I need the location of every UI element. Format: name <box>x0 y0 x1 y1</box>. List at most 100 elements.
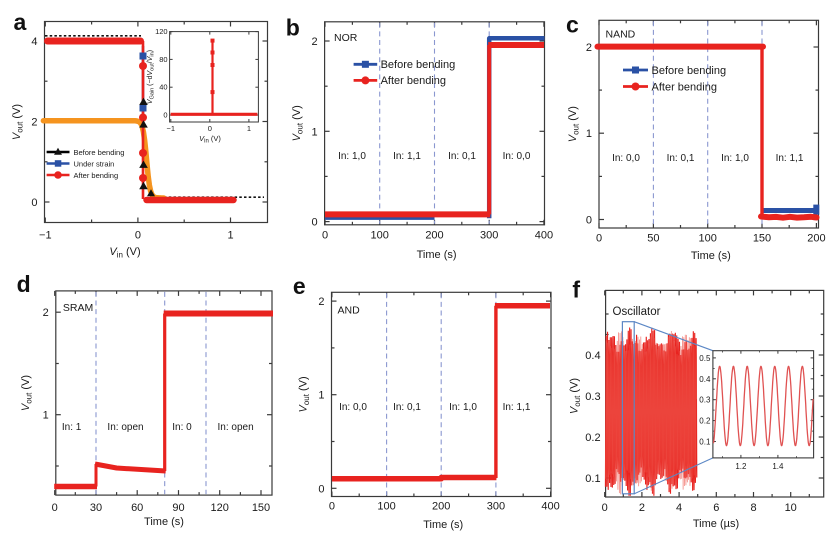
svg-text:1: 1 <box>247 124 251 133</box>
svg-text:1.2: 1.2 <box>735 462 747 471</box>
svg-text:In: 0,1: In: 0,1 <box>393 402 421 413</box>
svg-text:NOR: NOR <box>334 32 358 44</box>
svg-text:0: 0 <box>329 501 335 513</box>
svg-text:In: 1,1: In: 1,1 <box>776 153 804 164</box>
svg-text:0.1: 0.1 <box>585 473 600 485</box>
svg-text:Vout (V): Vout (V) <box>567 106 581 142</box>
svg-text:120: 120 <box>211 502 229 514</box>
svg-text:Before bending: Before bending <box>74 148 125 157</box>
svg-text:Time (s): Time (s) <box>691 250 731 262</box>
svg-text:In: 1,1: In: 1,1 <box>393 151 421 162</box>
svg-text:Time (µs): Time (µs) <box>693 518 739 530</box>
svg-text:Time (s): Time (s) <box>423 519 463 531</box>
svg-text:0: 0 <box>163 111 167 120</box>
svg-text:400: 400 <box>535 230 553 242</box>
svg-text:4: 4 <box>31 36 37 48</box>
svg-text:Before bending: Before bending <box>652 65 727 77</box>
svg-text:10: 10 <box>785 502 797 514</box>
svg-text:60: 60 <box>131 502 143 514</box>
svg-text:e: e <box>293 273 306 299</box>
svg-text:300: 300 <box>480 230 498 242</box>
svg-text:1: 1 <box>43 410 49 422</box>
svg-text:1.4: 1.4 <box>772 462 784 471</box>
svg-text:Vout (V): Vout (V) <box>291 105 305 141</box>
svg-text:150: 150 <box>753 233 771 245</box>
svg-text:In: 0,0: In: 0,0 <box>503 151 531 162</box>
svg-text:In: 1,0: In: 1,0 <box>338 151 366 162</box>
svg-text:After bending: After bending <box>381 75 446 87</box>
svg-text:After bending: After bending <box>74 171 119 180</box>
svg-text:4: 4 <box>676 502 682 514</box>
svg-text:In: 0: In: 0 <box>172 422 192 433</box>
svg-text:VGain (−dVout/Vin): VGain (−dVout/Vin) <box>147 50 156 104</box>
svg-text:0: 0 <box>31 197 37 209</box>
svg-text:−1: −1 <box>167 124 176 133</box>
svg-text:0: 0 <box>602 502 608 514</box>
svg-text:In: 0,1: In: 0,1 <box>667 153 695 164</box>
svg-text:Vout (V): Vout (V) <box>11 104 25 140</box>
svg-text:200: 200 <box>425 230 443 242</box>
svg-text:−1: −1 <box>39 230 52 242</box>
svg-text:0: 0 <box>318 483 324 495</box>
svg-text:400: 400 <box>541 501 559 513</box>
svg-text:0.2: 0.2 <box>585 432 600 444</box>
svg-text:Time (s): Time (s) <box>144 516 184 528</box>
svg-text:Vin (V): Vin (V) <box>199 134 221 145</box>
svg-text:100: 100 <box>699 233 717 245</box>
svg-text:f: f <box>572 277 580 303</box>
svg-text:a: a <box>14 9 27 35</box>
svg-text:Vout (V): Vout (V) <box>298 376 312 412</box>
svg-text:Under strain: Under strain <box>74 159 115 168</box>
svg-text:In: 1,0: In: 1,0 <box>721 153 749 164</box>
svg-text:0.3: 0.3 <box>585 391 600 403</box>
svg-text:2: 2 <box>639 502 645 514</box>
svg-text:0.3: 0.3 <box>699 396 711 405</box>
svg-text:1: 1 <box>227 230 233 242</box>
svg-text:0: 0 <box>311 217 317 229</box>
svg-text:0.4: 0.4 <box>585 350 600 362</box>
svg-text:0.4: 0.4 <box>699 375 711 384</box>
svg-text:Time (s): Time (s) <box>417 249 457 261</box>
svg-text:Vin (V): Vin (V) <box>109 246 140 260</box>
svg-text:d: d <box>17 271 31 297</box>
svg-text:100: 100 <box>371 230 389 242</box>
svg-text:120: 120 <box>155 27 168 36</box>
svg-text:8: 8 <box>750 502 756 514</box>
svg-text:100: 100 <box>377 501 395 513</box>
svg-text:2: 2 <box>43 307 49 319</box>
svg-text:In: 0,0: In: 0,0 <box>612 153 640 164</box>
svg-text:After bending: After bending <box>652 81 717 93</box>
svg-text:1: 1 <box>311 126 317 138</box>
svg-text:200: 200 <box>432 501 450 513</box>
svg-text:50: 50 <box>647 233 659 245</box>
svg-text:Oscillator: Oscillator <box>613 306 661 318</box>
svg-text:Vout (V): Vout (V) <box>20 375 34 411</box>
svg-text:0.1: 0.1 <box>699 438 711 447</box>
svg-text:In: 1,0: In: 1,0 <box>449 402 477 413</box>
svg-text:In: open: In: open <box>107 422 143 433</box>
svg-text:In: 0,1: In: 0,1 <box>448 151 476 162</box>
svg-text:0: 0 <box>322 230 328 242</box>
svg-text:2: 2 <box>586 42 592 54</box>
svg-text:2: 2 <box>318 296 324 308</box>
svg-text:40: 40 <box>159 83 167 92</box>
svg-text:In: 1: In: 1 <box>62 422 82 433</box>
svg-text:AND: AND <box>338 305 361 317</box>
svg-text:SRAM: SRAM <box>63 302 93 314</box>
svg-text:2: 2 <box>311 36 317 48</box>
svg-text:Vout (V): Vout (V) <box>569 378 583 414</box>
svg-text:2: 2 <box>31 117 37 129</box>
svg-text:6: 6 <box>713 502 719 514</box>
svg-text:200: 200 <box>807 233 825 245</box>
svg-text:b: b <box>286 15 300 41</box>
svg-text:0: 0 <box>208 124 212 133</box>
svg-text:Before bending: Before bending <box>381 59 456 71</box>
svg-text:0.2: 0.2 <box>699 417 711 426</box>
svg-text:0: 0 <box>586 215 592 227</box>
svg-text:c: c <box>566 11 579 37</box>
svg-text:30: 30 <box>90 502 102 514</box>
svg-text:In: open: In: open <box>218 422 254 433</box>
svg-text:300: 300 <box>487 501 505 513</box>
svg-text:In: 0,0: In: 0,0 <box>339 402 367 413</box>
svg-text:1: 1 <box>586 128 592 140</box>
